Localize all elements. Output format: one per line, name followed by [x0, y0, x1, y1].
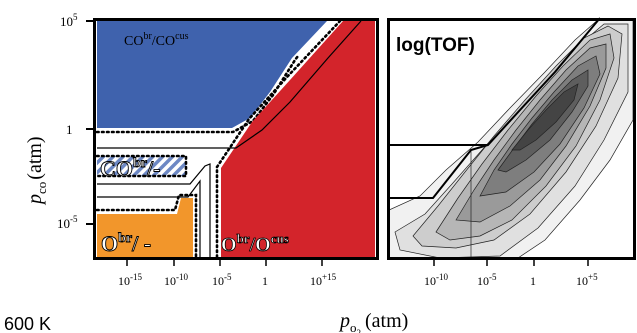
- x-tick-label: 10-15: [118, 272, 142, 288]
- left-y-axis-ticks: 105 1 10-5: [57, 12, 78, 231]
- region-co-br-co-cus: [97, 21, 327, 128]
- x-tick-label: 10-10: [164, 272, 188, 288]
- x-axis-label: po2(atm): [338, 310, 408, 333]
- y-tick-label: 1: [66, 122, 73, 137]
- region-co-br-empty: [97, 156, 186, 176]
- y-axis-label: pco(atm): [24, 136, 49, 206]
- label-o-br-empty: Obr/ -: [101, 231, 151, 256]
- label-co-br-co-cus: CObr/COcus: [124, 31, 189, 49]
- x-tick-label: 10-10: [424, 272, 448, 288]
- x-tick-label: 10-5: [212, 272, 232, 288]
- hatched-region-dotted-boundary: [95, 154, 188, 178]
- left-phase-diagram: CObr/COcus CObr/- Obr/ - Obr/Ocus 105 1 …: [4, 12, 379, 333]
- x-tick-label: 10+5: [576, 272, 598, 288]
- blue-region-dotted-boundary: [95, 54, 300, 134]
- right-x-tick-marks: [433, 259, 589, 266]
- right-plot-frame: [387, 18, 636, 260]
- temperature-label: 600 K: [4, 314, 51, 333]
- x-tick-label: 1: [530, 274, 536, 288]
- left-y-tick-marks: [86, 20, 94, 225]
- contour-level-8: [511, 83, 579, 151]
- left-x-axis-ticks: 10-15 10-10 10-5 1 10+15: [118, 272, 337, 288]
- right-tof-contour-plot: log(TOF) 10-10 10-5 1 10+5: [387, 17, 636, 288]
- y-tick-label: 10-5: [57, 214, 78, 231]
- tof-contours: [389, 18, 633, 260]
- phase-line-lower: [97, 179, 201, 257]
- tof-title: log(TOF): [396, 35, 475, 56]
- orange-region-dotted-boundary: [95, 193, 198, 259]
- x-tick-label: 10+15: [310, 272, 337, 288]
- left-plot-frame: [93, 18, 379, 260]
- y-tick-label: 105: [60, 12, 78, 29]
- right-x-axis-ticks: 10-10 10-5 1 10+5: [424, 272, 598, 288]
- red-region-dotted-boundary: [215, 19, 342, 259]
- x-tick-label: 1: [262, 274, 268, 288]
- phase-line-upper: [97, 20, 362, 149]
- region-o-br-empty: [97, 198, 193, 257]
- label-o-br-o-cus: Obr/Ocus: [221, 231, 289, 256]
- x-tick-label: 10-5: [477, 272, 497, 288]
- left-x-tick-marks: [126, 259, 323, 266]
- region-o-br-o-cus: [221, 21, 375, 257]
- phase-line-middle: [97, 163, 211, 257]
- tof-phase-boundary-lines: [389, 17, 601, 199]
- label-co-br-empty: CObr/-: [100, 156, 160, 181]
